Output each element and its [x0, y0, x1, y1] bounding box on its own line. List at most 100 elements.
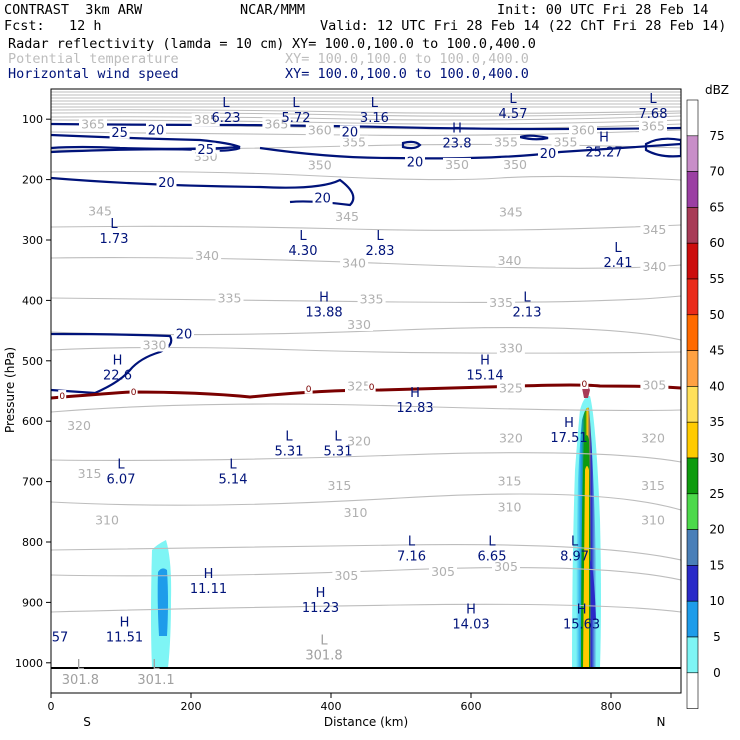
zero-label-bg — [304, 382, 313, 394]
extremum-value: 3.16 — [360, 111, 389, 126]
extremum-marker: L — [571, 535, 579, 550]
theta-label-bg — [496, 341, 525, 355]
theta-label: 305 — [431, 564, 455, 579]
colorbar-level: 10 — [709, 594, 724, 608]
theta-label-bg — [325, 479, 354, 493]
x-axis-label: Distance (km) — [324, 715, 408, 729]
theta-label: 335 — [218, 290, 242, 305]
theta-label-bg — [86, 204, 114, 218]
colorbar-level: 5 — [713, 630, 721, 644]
theta-line — [51, 566, 681, 581]
colorbar-level: 45 — [709, 344, 724, 358]
wind-label: 20 — [342, 125, 359, 140]
theta-label: 335 — [360, 292, 384, 307]
theta-label: 310 — [95, 513, 119, 528]
theta-label: 305 — [642, 377, 666, 392]
colorbar-swatch — [686, 565, 699, 602]
theta-label-bg — [345, 434, 373, 448]
colorbar-level: 65 — [709, 200, 724, 214]
theta-label-bg — [340, 135, 369, 149]
extremum-value: 5.14 — [219, 472, 248, 487]
extremum-marker: L — [376, 229, 384, 244]
colorbar-level: 50 — [709, 308, 724, 322]
wind-contour — [51, 146, 241, 154]
theta-label: 315 — [78, 466, 102, 481]
wind-label: 20 — [407, 156, 424, 171]
theta-label-bg — [495, 474, 524, 488]
y-tick-label: 700 — [22, 476, 43, 489]
colorbar-swatch — [686, 242, 699, 280]
extremum-marker: H — [564, 416, 574, 431]
extremum-marker: L — [371, 96, 379, 111]
extremum-value: 12.83 — [396, 401, 433, 416]
extremum-marker: L — [110, 217, 118, 232]
extremum-value: 15.63 — [563, 617, 600, 632]
extremum-value: 17.51 — [550, 431, 587, 446]
wind-label-bg — [405, 155, 425, 169]
colorbar-level: 30 — [709, 451, 724, 465]
theta-label-bg — [75, 467, 104, 481]
wind-contour — [401, 140, 422, 150]
theta-label: 365 — [81, 116, 105, 131]
extremum-marker: L — [523, 291, 531, 306]
theta-label: 325 — [499, 380, 523, 395]
extremum-value: 5.72 — [282, 111, 311, 126]
extremum-value: .57 — [48, 631, 69, 646]
theta-label: 310 — [498, 499, 522, 514]
theta-label-bg — [496, 381, 525, 395]
theta-line — [51, 170, 681, 181]
extremum-value: 13.88 — [305, 306, 342, 321]
extremum-marker: L — [488, 535, 496, 550]
extremum-marker: H — [204, 567, 214, 582]
extremum-value: 2.41 — [604, 256, 633, 271]
extremum-marker: H — [577, 602, 587, 617]
wind-label: 20 — [158, 176, 175, 191]
extremum-value: 6.07 — [107, 472, 136, 487]
extremum-marker: H — [452, 121, 462, 136]
field-wind-name: Horizontal wind speed — [8, 66, 179, 82]
extremum-value: 11.23 — [302, 601, 339, 616]
theta-line — [51, 346, 681, 354]
extremum-value: 22.6 — [103, 368, 132, 383]
wind-contour — [51, 332, 173, 395]
extremum-value: 7.68 — [639, 107, 668, 122]
model-title: CONTRAST 3km ARW — [4, 2, 143, 18]
theta-label: 350 — [503, 157, 527, 172]
extremum-value: 25.27 — [585, 146, 622, 161]
theta-label-bg — [93, 513, 121, 527]
extremum-marker: H — [113, 353, 123, 368]
colorbar-level: 60 — [709, 236, 724, 250]
colorbar-unit: dBZ — [705, 83, 729, 97]
zero-label: 0 — [369, 383, 375, 393]
theta-label-bg — [332, 569, 361, 583]
y-tick-label: 500 — [22, 355, 43, 368]
extremum-marker: L — [77, 658, 85, 673]
extremum-marker: H — [599, 131, 609, 146]
theta-label: 305 — [494, 559, 518, 574]
colorbar-level: 20 — [709, 523, 724, 537]
theta-label-bg — [191, 113, 220, 127]
theta-label-bg — [305, 158, 334, 172]
colorbar-level: 25 — [709, 487, 724, 501]
extremum-marker: H — [466, 602, 476, 617]
y-tick-label: 800 — [22, 536, 43, 549]
theta-line — [51, 403, 681, 413]
theta-label-bg — [443, 157, 471, 171]
theta-label-bg — [496, 205, 525, 219]
extremum-value: 4.30 — [289, 244, 318, 259]
theta-line — [51, 115, 681, 121]
y-tick-label: 300 — [22, 234, 43, 247]
wind-contour — [644, 137, 681, 158]
wind-label-bg — [174, 327, 194, 341]
theta-label: 310 — [344, 505, 368, 520]
colorbar-level: 40 — [709, 379, 724, 393]
theta-label: 350 — [308, 158, 332, 173]
colorbar-swatch — [686, 314, 699, 351]
extremum-value: 4.57 — [499, 107, 528, 122]
x-tick-label: 200 — [181, 700, 202, 713]
theta-label: 320 — [499, 431, 523, 446]
wind-label-bg — [109, 125, 130, 139]
theta-line — [51, 119, 681, 125]
theta-label-bg — [487, 296, 516, 310]
